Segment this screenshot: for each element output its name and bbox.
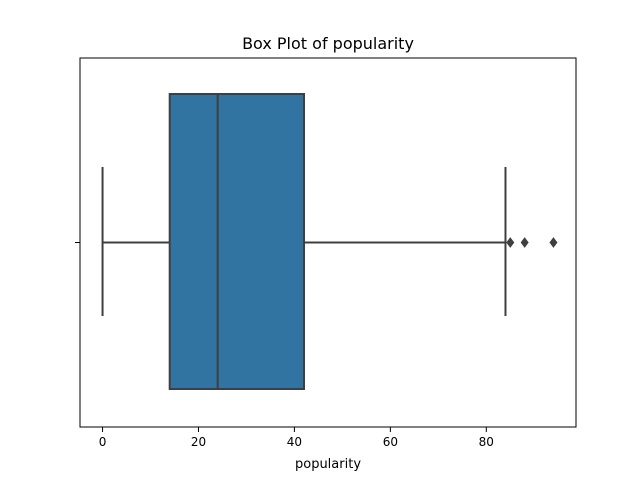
x-tick-label: 60 [383, 435, 398, 449]
x-axis-label: popularity [295, 457, 361, 472]
outlier-point [549, 237, 558, 248]
outlier-point [506, 237, 515, 248]
iqr-box [168, 93, 306, 390]
outlier-point [520, 237, 529, 248]
x-tick-label: 0 [99, 435, 107, 449]
plot-area [101, 93, 558, 390]
chart-title: Box Plot of popularity [242, 34, 414, 53]
x-axis: 0 20 40 60 80 [75, 57, 577, 449]
x-tick-label: 80 [479, 435, 494, 449]
x-tick-label: 20 [191, 435, 206, 449]
x-tick-label: 40 [287, 435, 302, 449]
